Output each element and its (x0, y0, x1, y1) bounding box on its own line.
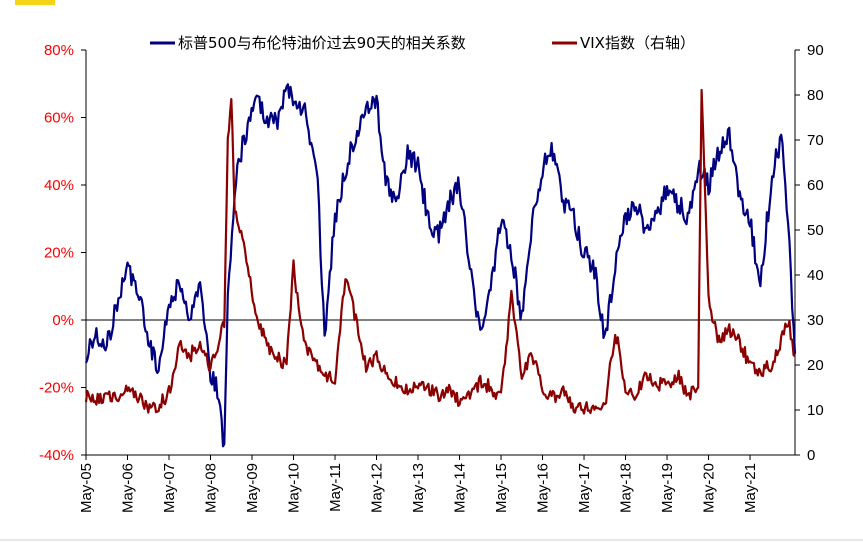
legend: 标普500与布伦特油价过去90天的相关系数 VIX指数（右轴） (150, 34, 695, 52)
x-tick-label: May-14 (452, 463, 469, 513)
legend-label-vix: VIX指数（右轴） (580, 34, 695, 52)
y-right-tick-label: 50 (807, 222, 824, 239)
y-axis-left-ticks: -40% -20% 0% 20% 40% 60% 80% (39, 42, 86, 464)
y-right-tick-label: 10 (807, 402, 824, 419)
y-right-tick-label: 70 (807, 132, 824, 149)
y-left-tick-label: 40% (44, 177, 74, 194)
x-tick-label: May-13 (410, 463, 427, 513)
x-tick-label: May-10 (286, 463, 303, 513)
y-right-tick-label: 60 (807, 177, 824, 194)
x-tick-label: May-07 (161, 463, 178, 513)
y-right-tick-label: 90 (807, 42, 824, 59)
y-right-tick-label: 40 (807, 267, 824, 284)
x-tick-label: May-05 (78, 463, 95, 513)
x-tick-label: May-18 (618, 463, 635, 513)
y-left-tick-label: 60% (44, 110, 74, 127)
y-right-tick-label: 0 (807, 447, 815, 464)
x-tick-label: May-17 (576, 463, 593, 513)
y-right-tick-label: 80 (807, 87, 824, 104)
x-axis-ticks: May-05 May-06 May-07 May-08 May-09 May-10 May-… (78, 455, 759, 513)
x-tick-label: May-09 (244, 463, 261, 513)
legend-label-correlation: 标普500与布伦特油价过去90天的相关系数 (178, 34, 466, 52)
x-tick-label: May-16 (535, 463, 552, 513)
x-tick-label: May-20 (701, 463, 718, 513)
x-tick-label: May-19 (659, 463, 676, 513)
x-tick-label: May-15 (493, 463, 510, 513)
x-tick-label: May-08 (203, 463, 220, 513)
y-left-tick-label: 0% (52, 312, 74, 329)
x-tick-label: May-21 (742, 463, 759, 513)
y-axis-right-ticks: 0 10 20 30 40 50 60 70 80 90 (795, 42, 824, 464)
y-left-tick-label: 80% (44, 42, 74, 59)
series-line-correlation (84, 83, 797, 448)
plot-area (84, 83, 797, 448)
y-left-tick-label: -40% (39, 447, 74, 464)
y-left-tick-label: -20% (39, 380, 74, 397)
series-line-vix (84, 88, 796, 415)
y-right-tick-label: 20 (807, 357, 824, 374)
corner-marker (15, 0, 55, 5)
x-tick-label: May-12 (369, 463, 386, 513)
x-tick-label: May-06 (120, 463, 137, 513)
y-right-tick-label: 30 (807, 312, 824, 329)
x-tick-label: May-11 (327, 463, 344, 512)
y-left-tick-label: 20% (44, 245, 74, 262)
